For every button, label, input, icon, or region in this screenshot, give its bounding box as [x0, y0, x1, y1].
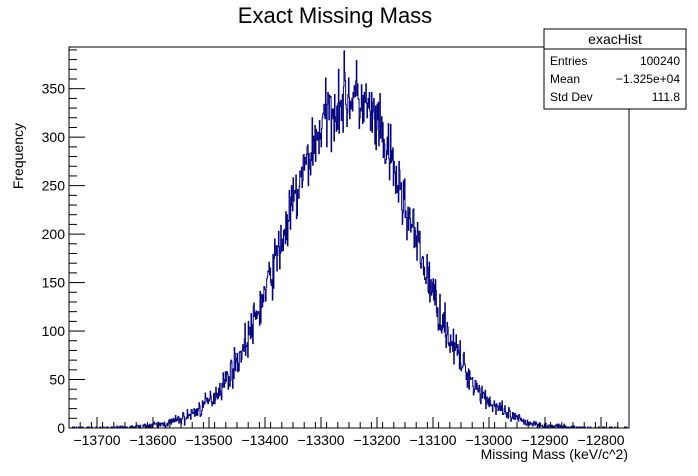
x-minor-ticks [68, 422, 630, 428]
y-tick-label: 300 [42, 129, 66, 145]
x-tick-label: −13400 [241, 432, 288, 448]
stats-mean-label: Mean [550, 72, 580, 86]
stats-box-frame [543, 28, 687, 110]
x-axis: −13700 −13600 −13500 −13400 −13300 −13200 −131… [73, 417, 625, 448]
y-tick-label: 350 [42, 81, 66, 97]
stats-stddev-label: Std Dev [550, 90, 593, 104]
y-tick-label: 150 [42, 275, 66, 291]
y-tick-label: 50 [49, 372, 65, 388]
histogram-series [69, 50, 629, 429]
x-tick-label: −13100 [409, 432, 456, 448]
x-tick-label: −13000 [465, 432, 512, 448]
y-axis-label: Frequency [10, 123, 26, 189]
stats-stddev-value: 111.8 [652, 90, 681, 104]
x-tick-label: −13700 [73, 432, 120, 448]
x-tick-label: −12800 [577, 432, 624, 448]
y-axis: 0 50 100 150 200 250 300 350 [42, 81, 85, 436]
x-tick-label: −13500 [185, 432, 232, 448]
chart-title: Exact Missing Mass [238, 3, 432, 28]
y-tick-label: 100 [42, 323, 66, 339]
x-tick-label: −13200 [353, 432, 400, 448]
y-minor-ticks [69, 49, 77, 419]
stats-box-title: exacHist [588, 31, 642, 47]
x-tick-label: −13600 [129, 432, 176, 448]
stats-mean-value: −1.325e+04 [616, 72, 680, 86]
y-tick-label: 250 [42, 178, 66, 194]
x-axis-label: Missing Mass (keV/c^2) [481, 446, 628, 462]
y-tick-label: 0 [57, 420, 65, 436]
plot-area: −13700 −13600 −13500 −13400 −13300 −13200 −131… [42, 46, 630, 448]
stats-entries-label: Entries [550, 54, 587, 68]
stats-box: exacHist Entries 100240 Mean −1.325e+04 … [543, 28, 687, 110]
x-tick-label: −12900 [521, 432, 568, 448]
x-tick-label: −13300 [297, 432, 344, 448]
y-tick-label: 200 [42, 226, 66, 242]
stats-entries-value: 100240 [640, 54, 680, 68]
